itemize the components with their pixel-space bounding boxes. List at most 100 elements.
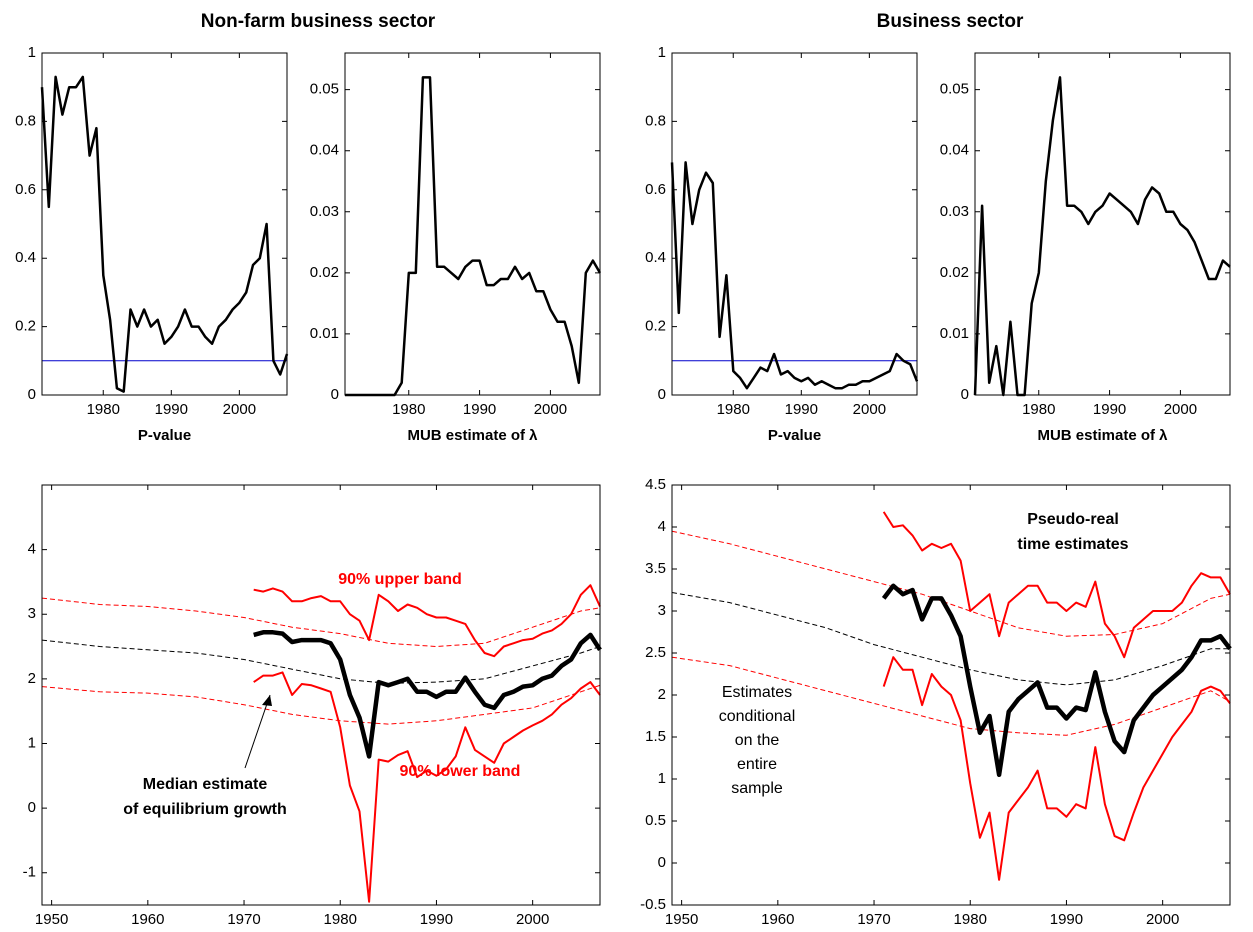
x-tick-label: 1950 <box>665 911 698 928</box>
y-tick-label: 0 <box>658 386 666 403</box>
plot-area <box>42 53 287 395</box>
y-tick-label: 0.03 <box>940 203 969 220</box>
y-tick-label: 3 <box>28 605 36 622</box>
x-tick-label: 1960 <box>131 911 164 928</box>
y-tick-label: 2 <box>28 670 36 687</box>
x-tick-label: 1980 <box>392 401 425 418</box>
y-tick-label: 3 <box>658 602 666 619</box>
x-tick-label: 1970 <box>857 911 890 928</box>
y-tick-label: 0 <box>658 854 666 871</box>
x-tick-label: 2000 <box>223 401 256 418</box>
y-tick-label: 0.2 <box>15 318 36 335</box>
y-tick-label: 0 <box>331 386 339 403</box>
y-tick-label: 0.04 <box>940 142 969 159</box>
y-tick-label: 1 <box>28 44 36 61</box>
y-tick-label: 4.5 <box>645 476 666 493</box>
plot-area <box>42 485 600 905</box>
data-line <box>671 592 1230 686</box>
annotation: conditional <box>719 708 796 725</box>
plot-area <box>975 53 1230 395</box>
y-tick-label: 4 <box>658 518 666 535</box>
x-axis-label: MUB estimate of λ <box>1037 427 1168 444</box>
annotation: time estimates <box>1017 536 1128 553</box>
x-tick-label: 1990 <box>1093 401 1126 418</box>
x-tick-label: 1980 <box>717 401 750 418</box>
x-tick-label: 1950 <box>35 911 68 928</box>
y-tick-label: 0.01 <box>310 325 339 342</box>
annotation: 90% upper band <box>338 571 462 588</box>
data-line <box>41 639 601 684</box>
y-tick-label: 0.05 <box>310 81 339 98</box>
y-tick-label: 0 <box>961 386 969 403</box>
arrow-head <box>262 695 272 706</box>
x-tick-label: 1960 <box>761 911 794 928</box>
x-tick-label: 1990 <box>1050 911 1083 928</box>
y-tick-label: 0.8 <box>15 112 36 129</box>
x-axis-label: MUB estimate of λ <box>407 427 538 444</box>
plot-area <box>345 53 600 395</box>
data-line <box>41 597 601 647</box>
x-axis-label: P-value <box>768 427 821 444</box>
annotation: entire <box>737 756 777 773</box>
y-tick-label: 0.05 <box>940 81 969 98</box>
y-tick-label: 0.4 <box>645 249 666 266</box>
y-tick-label: 0.5 <box>645 812 666 829</box>
x-tick-label: 2000 <box>1164 401 1197 418</box>
data-line <box>881 583 1232 778</box>
x-tick-label: 2000 <box>516 911 549 928</box>
annotation: on the <box>735 732 780 749</box>
x-tick-label: 1980 <box>954 911 987 928</box>
data-line <box>41 684 601 725</box>
data-line <box>882 656 1231 881</box>
y-tick-label: 0.6 <box>645 181 666 198</box>
y-tick-label: 0 <box>28 799 36 816</box>
annotation: 90% lower band <box>400 763 521 780</box>
data-line <box>253 671 601 903</box>
plot-area <box>672 53 917 395</box>
annotation: of equilibrium growth <box>123 801 287 818</box>
y-tick-label: 0.4 <box>15 249 36 266</box>
y-tick-label: 2 <box>658 686 666 703</box>
axes-frame <box>974 52 1231 396</box>
x-tick-label: 2000 <box>853 401 886 418</box>
y-tick-label: 0.04 <box>310 142 339 159</box>
x-tick-label: 1970 <box>227 911 260 928</box>
annotation: Pseudo-real <box>1027 511 1119 528</box>
x-tick-label: 2000 <box>1146 911 1179 928</box>
annotation: Estimates <box>722 684 792 701</box>
y-tick-label: 0.8 <box>645 112 666 129</box>
axes-frame <box>41 484 601 906</box>
data-line <box>670 161 919 390</box>
x-tick-label: 1990 <box>463 401 496 418</box>
y-tick-label: 1.5 <box>645 728 666 745</box>
y-tick-label: 4 <box>28 541 36 558</box>
x-axis-label: P-value <box>138 427 191 444</box>
y-tick-label: 1 <box>658 770 666 787</box>
y-tick-label: -1 <box>23 864 36 881</box>
y-tick-label: 0.2 <box>645 318 666 335</box>
x-tick-label: 1990 <box>420 911 453 928</box>
annotation-arrow <box>244 694 271 769</box>
axes-frame <box>41 52 288 396</box>
y-tick-label: 1 <box>658 44 666 61</box>
annotation: sample <box>731 780 783 797</box>
y-tick-label: 0.03 <box>310 203 339 220</box>
x-tick-label: 2000 <box>534 401 567 418</box>
y-tick-label: 0.02 <box>310 264 339 281</box>
y-tick-label: 0 <box>28 386 36 403</box>
annotation: Median estimate <box>143 776 268 793</box>
data-line <box>253 584 601 658</box>
data-line <box>40 75 289 393</box>
data-line <box>253 630 602 759</box>
y-tick-label: 0.02 <box>940 264 969 281</box>
y-tick-label: 0.6 <box>15 181 36 198</box>
y-tick-label: 1 <box>28 734 36 751</box>
y-tick-label: 3.5 <box>645 560 666 577</box>
axes-frame <box>344 52 601 396</box>
x-tick-label: 1980 <box>324 911 357 928</box>
x-tick-label: 1990 <box>155 401 188 418</box>
section-title: Business sector <box>877 11 1024 32</box>
data-line <box>882 511 1231 659</box>
x-tick-label: 1990 <box>785 401 818 418</box>
